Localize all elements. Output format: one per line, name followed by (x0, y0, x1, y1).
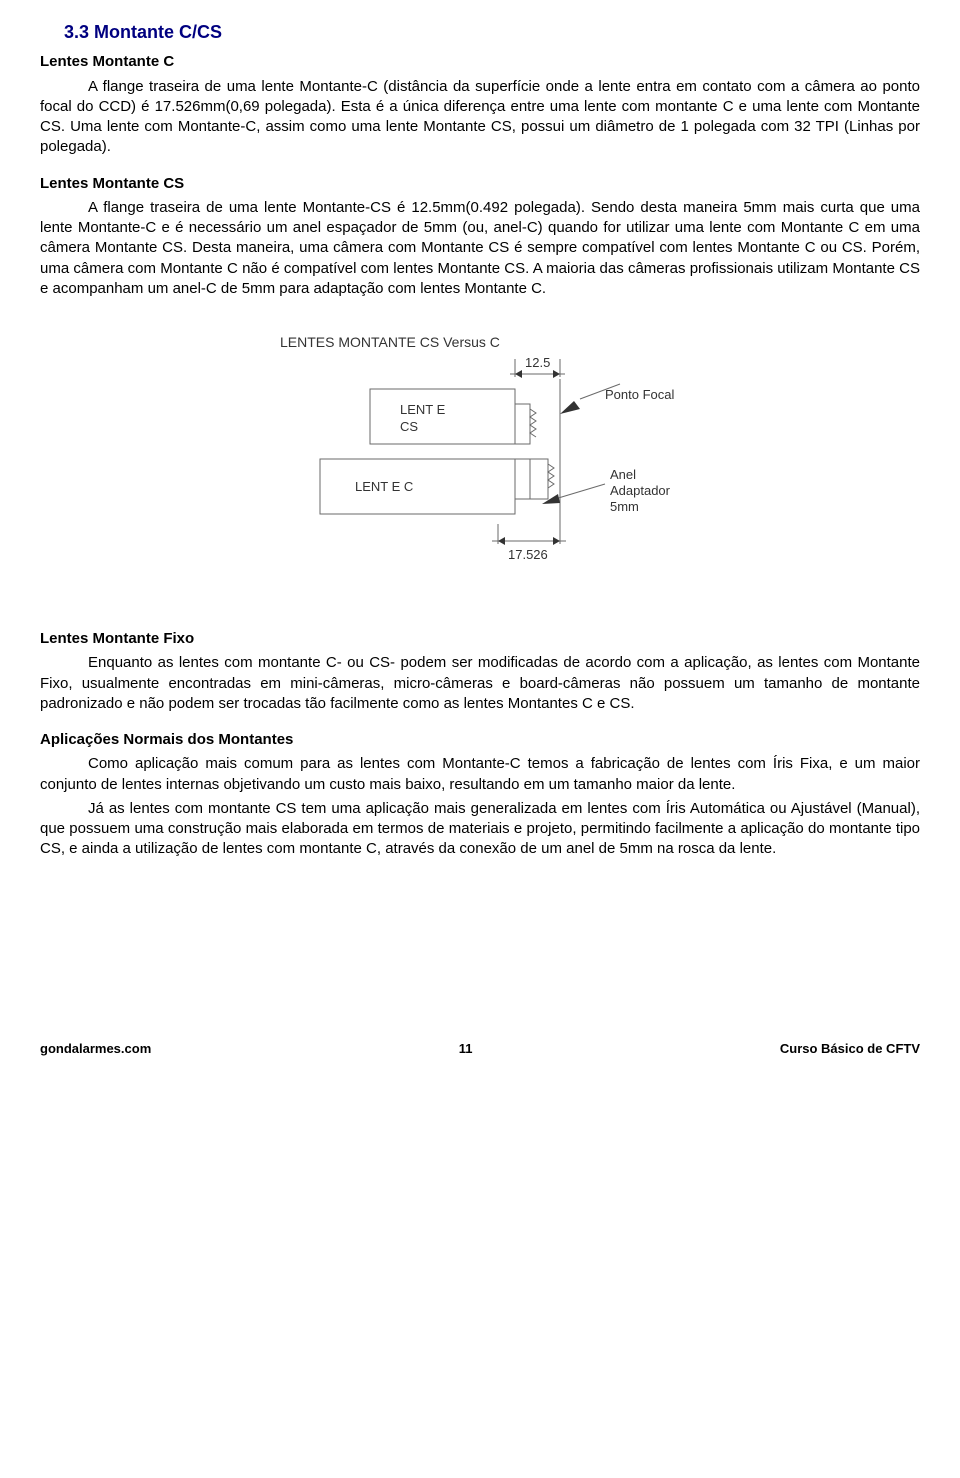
anel-label-1: Anel (610, 467, 636, 482)
heading-lentes-cs: Lentes Montante CS (40, 174, 920, 194)
para-aplicacoes-2: Já as lentes com montante CS tem uma apl… (40, 799, 920, 860)
lente-c-shape: LENT E C (320, 459, 554, 514)
section-title: 3.3 Montante C/CS (40, 20, 920, 44)
heading-lentes-c: Lentes Montante C (40, 52, 920, 72)
block-aplicacoes: Aplicações Normais dos Montantes Como ap… (40, 730, 920, 860)
heading-aplicacoes: Aplicações Normais dos Montantes (40, 730, 920, 750)
para-aplicacoes-1: Como aplicação mais comum para as lentes… (40, 754, 920, 795)
lente-cs-label-1: LENT E (400, 402, 446, 417)
diagram-container: LENTES MONTANTE CS Versus C 12.5 LENT E … (40, 329, 920, 589)
footer-left: gondalarmes.com (40, 1040, 151, 1058)
lens-diagram: LENTES MONTANTE CS Versus C 12.5 LENT E … (260, 329, 700, 589)
page-footer: gondalarmes.com 11 Curso Básico de CFTV (40, 1040, 920, 1058)
diagram-title: LENTES MONTANTE CS Versus C (280, 334, 500, 350)
para-lentes-cs: A flange traseira de uma lente Montante-… (40, 198, 920, 299)
para-lentes-c: A flange traseira de uma lente Montante-… (40, 77, 920, 158)
anel-label-3: 5mm (610, 499, 639, 514)
dim-top: 12.5 (510, 355, 565, 378)
para-lentes-fixo: Enquanto as lentes com montante C- ou CS… (40, 653, 920, 714)
dim-top-label: 12.5 (525, 355, 550, 370)
heading-lentes-fixo: Lentes Montante Fixo (40, 629, 920, 649)
block-lentes-c: Lentes Montante C A flange traseira de u… (40, 52, 920, 157)
block-lentes-cs: Lentes Montante CS A flange traseira de … (40, 174, 920, 300)
footer-right: Curso Básico de CFTV (780, 1040, 920, 1058)
lente-cs-shape: LENT E CS (370, 389, 536, 444)
dim-bottom-label: 17.526 (508, 547, 548, 562)
footer-page-number: 11 (459, 1040, 473, 1058)
ponto-focal-label: Ponto Focal (605, 387, 674, 402)
dim-bottom: 17.526 (492, 524, 566, 562)
block-lentes-fixo: Lentes Montante Fixo Enquanto as lentes … (40, 629, 920, 714)
ponto-focal-arrow: Ponto Focal (560, 384, 674, 414)
anel-label-2: Adaptador (610, 483, 671, 498)
lente-c-label: LENT E C (355, 479, 413, 494)
anel-arrow: Anel Adaptador 5mm (542, 467, 671, 514)
lente-cs-label-2: CS (400, 419, 418, 434)
